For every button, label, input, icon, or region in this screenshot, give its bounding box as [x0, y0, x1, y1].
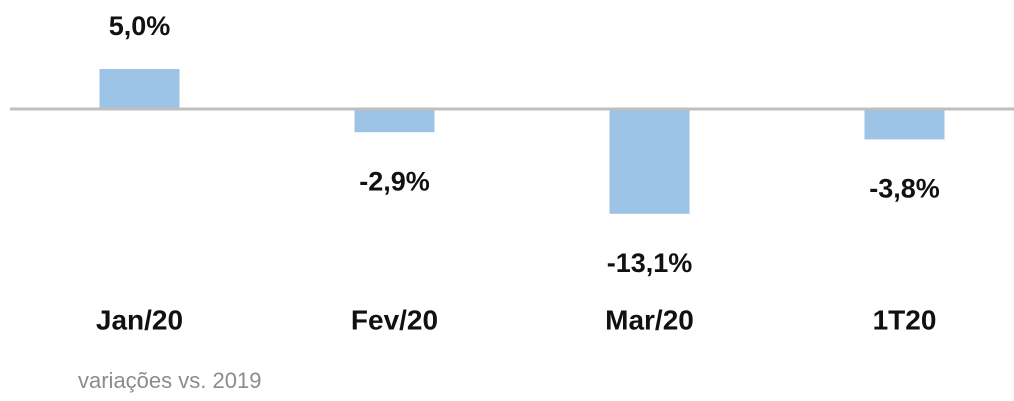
bar — [609, 109, 690, 214]
x-tick-label: Mar/20 — [605, 304, 694, 335]
data-label: -3,8% — [869, 174, 940, 204]
data-label: -2,9% — [359, 166, 430, 196]
bar — [99, 69, 180, 109]
data-label: 5,0% — [109, 11, 171, 41]
x-tick-label: Jan/20 — [96, 304, 183, 335]
bar — [864, 109, 945, 140]
x-tick-label: 1T20 — [873, 304, 937, 335]
footnote: variações vs. 2019 — [78, 368, 261, 393]
bar — [354, 109, 435, 133]
data-label: -13,1% — [607, 248, 693, 278]
x-tick-label: Fev/20 — [351, 304, 438, 335]
